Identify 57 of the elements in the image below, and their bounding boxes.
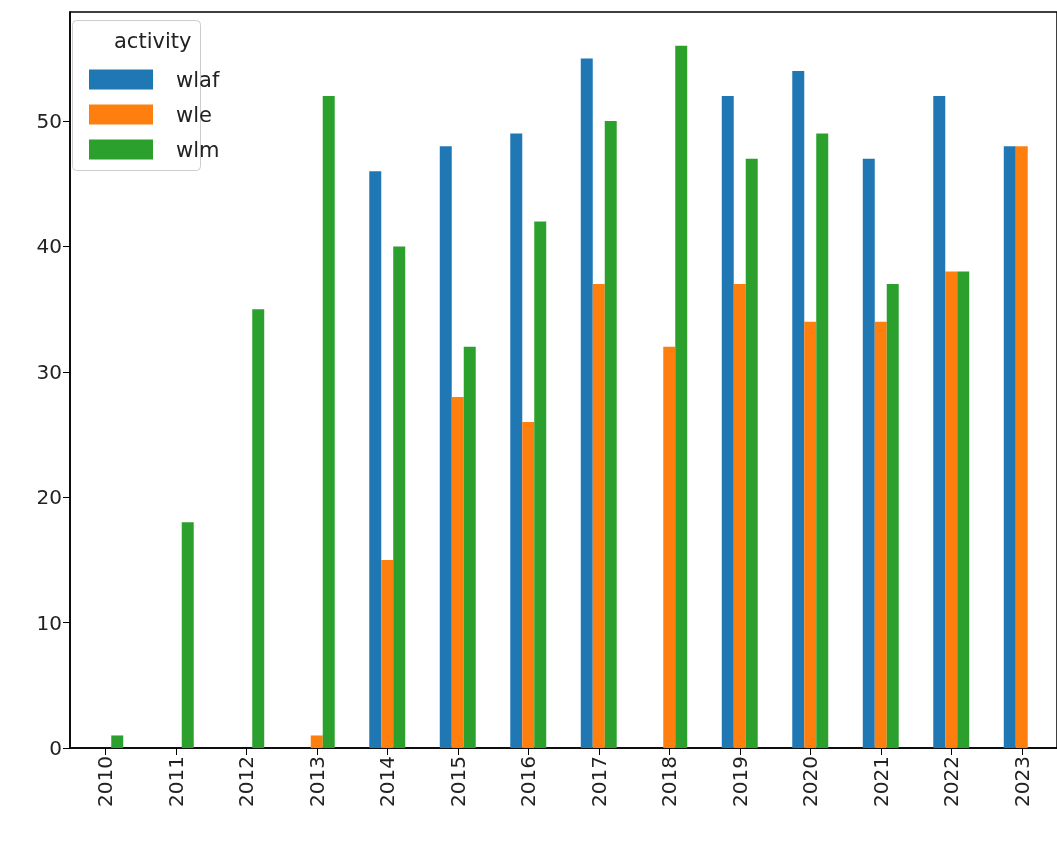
- bar: [604, 121, 617, 748]
- x-tick-label: 2017: [586, 756, 611, 807]
- y-tick-label: 50: [36, 109, 62, 134]
- legend-label: wle: [176, 102, 212, 127]
- bar: [886, 284, 899, 748]
- bar: [463, 346, 476, 748]
- bar: [721, 96, 734, 748]
- bar: [675, 45, 688, 748]
- bar: [945, 271, 958, 748]
- bar: [510, 133, 523, 748]
- legend-title: activity: [114, 28, 192, 53]
- x-tick-label: 2019: [727, 756, 752, 807]
- bar: [439, 146, 452, 748]
- bar: [1015, 146, 1028, 748]
- y-tick-label: 10: [36, 610, 62, 635]
- y-tick-label: 0: [49, 736, 62, 760]
- bar: [804, 321, 817, 748]
- x-tick-label: 2020: [798, 756, 823, 807]
- bar: [181, 522, 194, 748]
- bar: [580, 58, 593, 748]
- bar: [534, 221, 547, 748]
- y-tick-label: 20: [36, 485, 62, 510]
- x-tick-label: 2021: [868, 756, 893, 807]
- legend-label: wlaf: [176, 67, 220, 92]
- bar: [663, 346, 676, 748]
- bar: [745, 158, 758, 748]
- bar: [522, 422, 535, 748]
- x-tick-label: 2018: [657, 756, 682, 807]
- x-tick-label: 2012: [234, 756, 259, 807]
- x-tick-label: 2015: [445, 756, 470, 807]
- x-tick-label: 2023: [1009, 756, 1034, 807]
- y-tick-label: 40: [36, 234, 62, 259]
- bar: [451, 396, 464, 748]
- bar: [933, 96, 946, 748]
- bar: [322, 96, 335, 748]
- x-tick-label: 2014: [375, 756, 400, 807]
- x-tick-label: 2016: [516, 756, 541, 807]
- bar: [252, 309, 265, 748]
- x-tick-label: 2011: [163, 756, 188, 807]
- x-tick-label: 2010: [93, 756, 118, 807]
- bar: [792, 70, 805, 748]
- x-tick-label: 2013: [304, 756, 329, 807]
- bar: [369, 171, 382, 748]
- bar: [381, 559, 394, 748]
- bar: [733, 284, 746, 748]
- x-tick-label: 2022: [939, 756, 964, 807]
- bar: [874, 321, 887, 748]
- bar: [862, 158, 875, 748]
- bar: [957, 271, 970, 748]
- bar: [592, 284, 605, 748]
- bar: [393, 246, 406, 748]
- bar: [111, 735, 124, 748]
- bar: [1003, 146, 1016, 748]
- y-tick-label: 30: [36, 359, 62, 384]
- bar: [816, 133, 829, 748]
- bar: [310, 735, 323, 748]
- legend-label: wlm: [176, 137, 220, 162]
